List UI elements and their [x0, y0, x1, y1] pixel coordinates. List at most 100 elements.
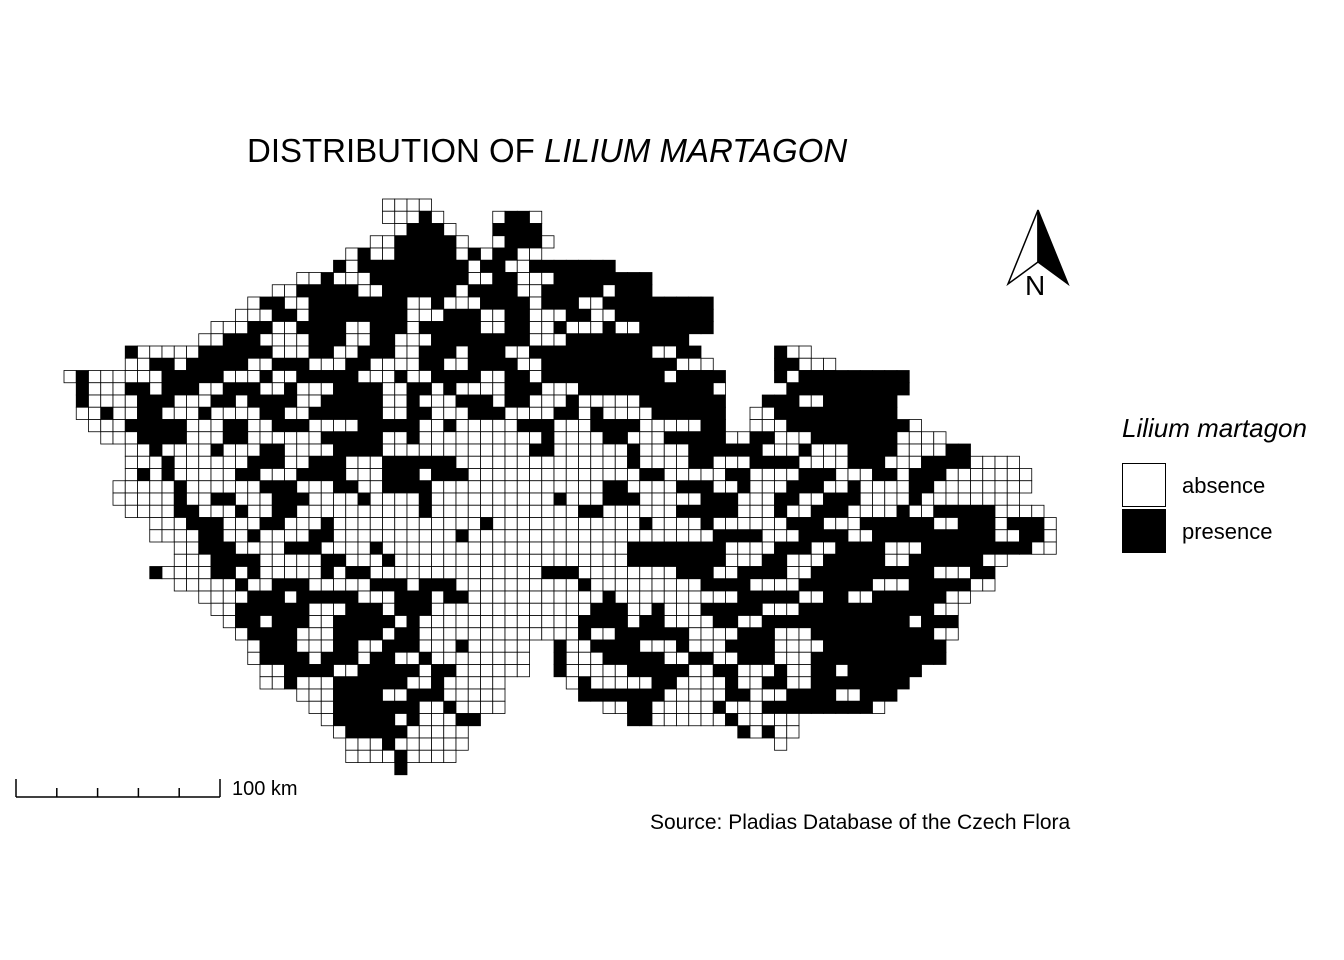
cell-absence [357, 651, 371, 665]
cell-presence [627, 345, 641, 359]
cell-presence [137, 468, 151, 482]
cell-absence [663, 602, 677, 616]
cell-presence [639, 284, 653, 298]
cell-presence [823, 566, 837, 580]
cell-presence [688, 431, 702, 445]
cell-absence [247, 504, 261, 518]
cell-absence [970, 480, 984, 494]
cell-presence [357, 676, 371, 690]
cell-presence [590, 345, 604, 359]
cell-absence [418, 700, 432, 714]
cell-presence [712, 553, 726, 567]
cell-presence [541, 357, 555, 371]
cell-absence [786, 651, 800, 665]
cell-absence [480, 504, 494, 518]
cell-presence [431, 345, 445, 359]
cell-absence [369, 247, 383, 261]
cell-presence [333, 296, 347, 310]
cell-presence [676, 639, 690, 653]
cell-presence [271, 590, 285, 604]
cell-presence [369, 713, 383, 727]
cell-absence [320, 541, 334, 555]
cell-presence [725, 504, 739, 518]
cell-absence [173, 578, 187, 592]
cell-presence [810, 504, 824, 518]
cell-absence [676, 517, 690, 531]
cell-presence [835, 382, 849, 396]
cell-presence [786, 615, 800, 629]
cell-presence [578, 615, 592, 629]
cell-absence [712, 455, 726, 469]
cell-absence [492, 676, 506, 690]
cell-absence [284, 431, 298, 445]
cell-presence [651, 406, 665, 420]
cell-absence [847, 590, 861, 604]
cell-absence [296, 639, 310, 653]
cell-absence [333, 566, 347, 580]
cell-presence [149, 394, 163, 408]
cell-absence [394, 553, 408, 567]
cell-absence [810, 553, 824, 567]
cell-presence [308, 406, 322, 420]
cell-presence [284, 541, 298, 555]
cell-presence [382, 725, 396, 739]
cell-presence [872, 627, 886, 641]
cell-presence [357, 357, 371, 371]
cell-presence [847, 492, 861, 506]
cell-absence [590, 308, 604, 322]
cell-absence [712, 517, 726, 531]
cell-absence [382, 198, 396, 212]
cell-presence [431, 370, 445, 384]
cell-absence [565, 443, 579, 457]
cell-presence [602, 419, 616, 433]
cell-presence [700, 578, 714, 592]
cell-absence [663, 443, 677, 457]
cell-absence [406, 517, 420, 531]
cell-absence [467, 443, 481, 457]
cell-absence [798, 431, 812, 445]
cell-absence [271, 664, 285, 678]
cell-presence [173, 370, 187, 384]
cell-absence [810, 357, 824, 371]
cell-presence [247, 394, 261, 408]
cell-absence [418, 419, 432, 433]
cell-absence [1006, 504, 1020, 518]
cell-presence [823, 529, 837, 543]
cell-absence [382, 529, 396, 543]
legend-title: Lilium martagon [1122, 413, 1307, 443]
cell-presence [418, 235, 432, 249]
cell-absence [761, 541, 775, 555]
cell-presence [308, 333, 322, 347]
cell-presence [835, 406, 849, 420]
cell-absence [737, 492, 751, 506]
cell-absence [994, 553, 1008, 567]
cell-absence [712, 651, 726, 665]
cell-absence [467, 700, 481, 714]
cell-presence [810, 480, 824, 494]
cell-absence [982, 468, 996, 482]
cell-presence [320, 394, 334, 408]
cell-presence [333, 394, 347, 408]
cell-presence [369, 541, 383, 555]
cell-presence [382, 272, 396, 286]
cell-presence [712, 529, 726, 543]
cell-absence [651, 578, 665, 592]
cell-presence [357, 443, 371, 457]
cell-presence [345, 676, 359, 690]
cell-absence [504, 431, 518, 445]
cell-absence [149, 370, 163, 384]
cell-presence [798, 578, 812, 592]
cell-absence [541, 529, 555, 543]
cell-presence [1019, 517, 1033, 531]
cell-presence [443, 321, 457, 335]
cell-absence [137, 345, 151, 359]
cell-absence [320, 713, 334, 727]
cell-presence [320, 333, 334, 347]
cell-absence [296, 333, 310, 347]
legend-label: absence [1182, 473, 1266, 498]
cell-absence [700, 468, 714, 482]
cell-presence [345, 688, 359, 702]
cell-presence [382, 296, 396, 310]
cell-presence [406, 468, 420, 482]
cell-presence [345, 382, 359, 396]
